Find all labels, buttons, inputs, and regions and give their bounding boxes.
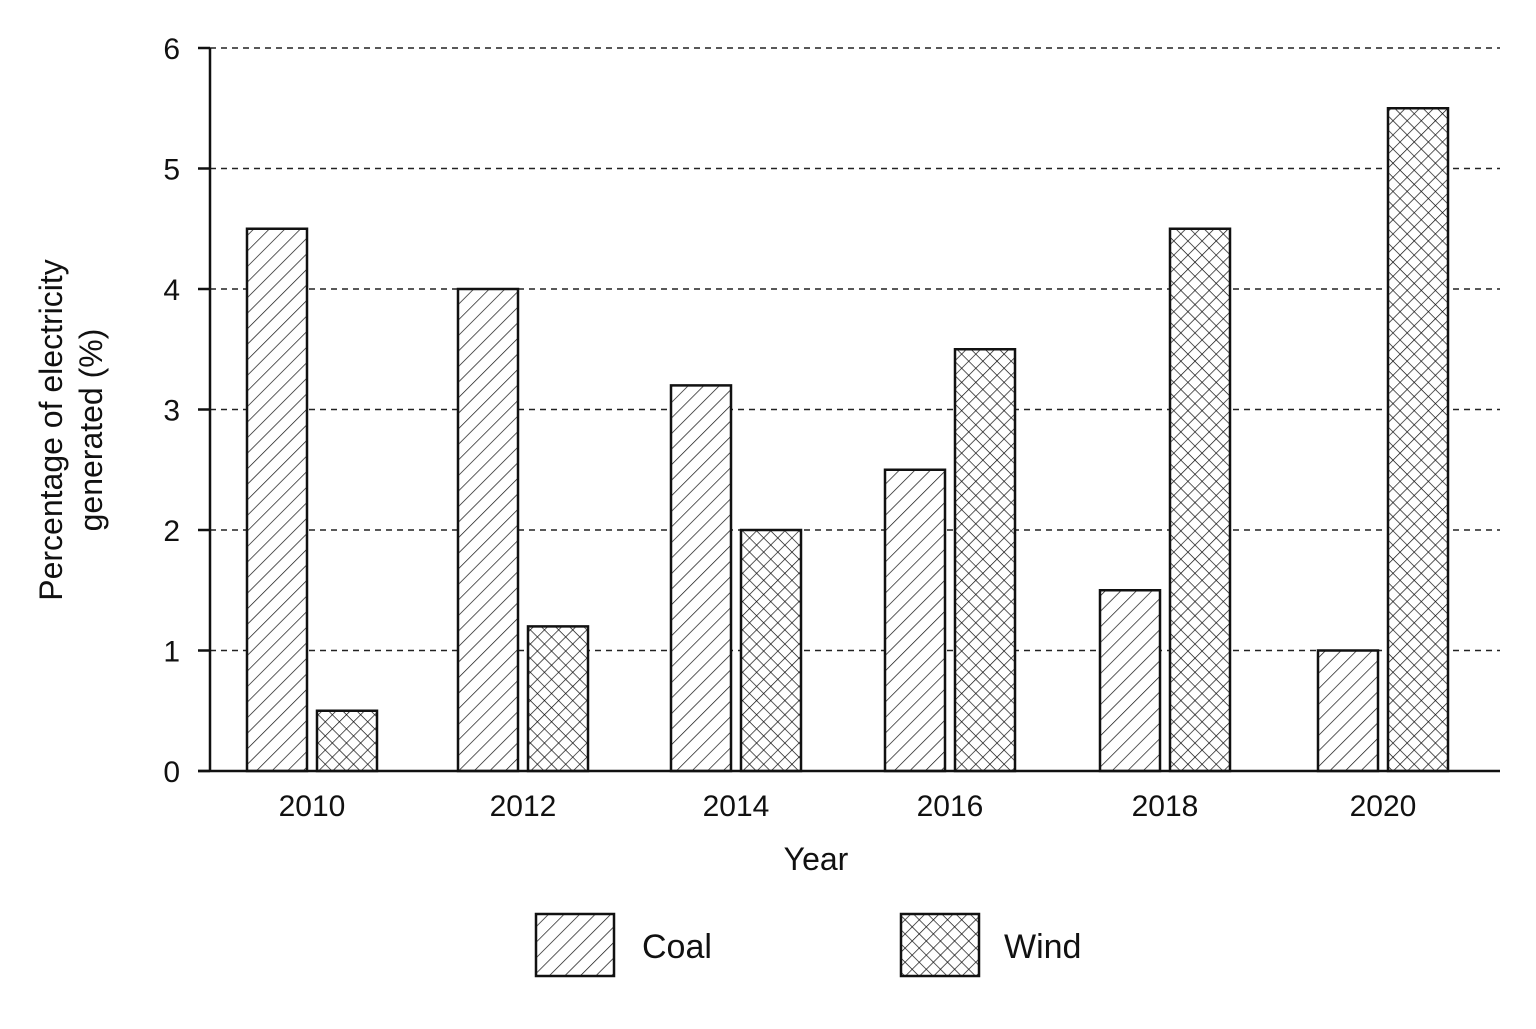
x-axis-title: Year: [784, 841, 849, 877]
legend-swatch-coal: [534, 912, 616, 978]
y-tick-label-4: 4: [163, 274, 180, 307]
y-axis-title-line-2: generated (%): [73, 329, 109, 532]
x-tick-label-2012: 2012: [490, 790, 557, 823]
bar-wind-2016: [953, 348, 1017, 773]
legend-item-wind: Wind: [899, 912, 1081, 978]
bars: [245, 107, 1450, 773]
bar-wind-2012: [526, 625, 590, 773]
y-tick-label-2: 2: [163, 515, 180, 548]
bar-wind-2020: [1386, 107, 1450, 773]
gridlines: [210, 47, 1500, 652]
legend-item-coal: Coal: [534, 912, 712, 978]
legend-label-coal: Coal: [642, 928, 712, 966]
bar-wind-2018: [1168, 227, 1232, 773]
y-axis-title: Percentage of electricity generated (%): [33, 259, 109, 601]
y-axis-title-line-1: Percentage of electricity: [33, 259, 69, 601]
x-tick-label-2010: 2010: [279, 790, 346, 823]
legend-swatch-wind: [899, 912, 981, 978]
bar-coal-2010: [245, 227, 309, 773]
y-axis-ticks: 0 1 2 3 4 5 6: [163, 33, 210, 789]
x-tick-label-2016: 2016: [917, 790, 984, 823]
x-tick-label-2014: 2014: [703, 790, 770, 823]
bar-wind-2010: [315, 709, 379, 773]
bar-coal-2014: [669, 384, 733, 773]
bar-coal-2020: [1316, 649, 1380, 773]
x-axis-ticks: 2010 2012 2014 2016 2018 2020: [279, 790, 1417, 823]
y-tick-label-0: 0: [163, 756, 180, 789]
bar-coal-2016: [883, 468, 947, 773]
bar-wind-2014: [739, 528, 803, 773]
x-tick-label-2018: 2018: [1132, 790, 1199, 823]
legend: Coal Wind: [534, 912, 1081, 978]
x-tick-label-2020: 2020: [1350, 790, 1417, 823]
y-tick-label-6: 6: [163, 33, 180, 66]
legend-label-wind: Wind: [1004, 928, 1081, 966]
y-tick-label-5: 5: [163, 154, 180, 187]
bar-coal-2012: [456, 287, 520, 773]
bar-coal-2018: [1098, 589, 1162, 773]
y-tick-label-3: 3: [163, 395, 180, 428]
y-tick-label-1: 1: [163, 636, 180, 669]
